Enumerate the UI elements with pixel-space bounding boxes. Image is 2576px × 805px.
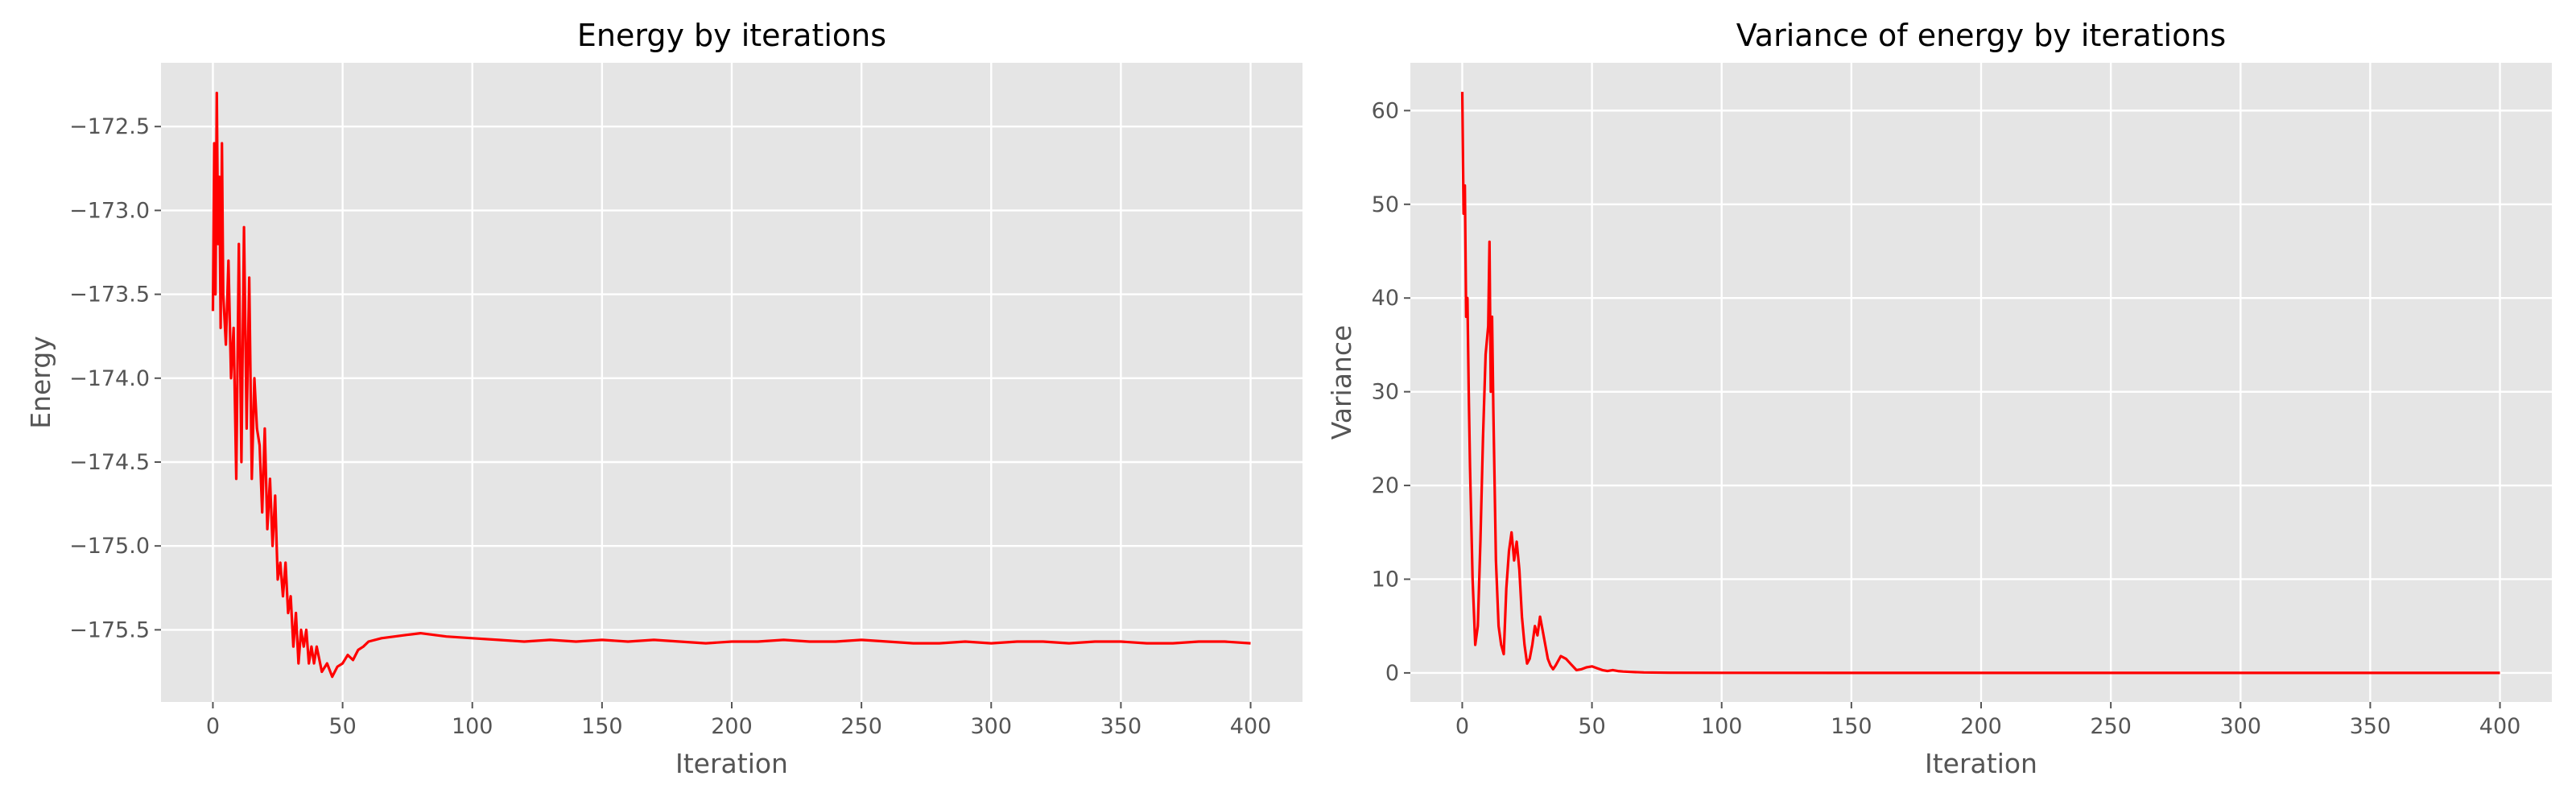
energy-chart: 0 50 100 150 200 250 300 350 400 −175.5 −175.0 −174… <box>25 18 1302 779</box>
energy-y-tick-label: −173.5 <box>69 283 150 308</box>
variance-y-tick-label: 50 <box>1372 192 1399 217</box>
variance-x-tick-label: 0 <box>1455 714 1469 739</box>
energy-y-tick-label: −172.5 <box>69 114 150 139</box>
variance-x-tick-label: 100 <box>1701 714 1743 739</box>
energy-y-tick-label: −173.0 <box>69 198 150 223</box>
energy-y-tick-label: −175.0 <box>69 534 150 559</box>
energy-x-tick-label: 300 <box>970 714 1012 739</box>
energy-series <box>211 91 1251 679</box>
variance-ticks: 0 50 100 150 200 250 300 350 400 0 10 20 30 40 50 60 <box>1372 98 2521 739</box>
variance-x-tick-label: 50 <box>1578 714 1605 739</box>
variance-x-tick-label: 200 <box>1960 714 2002 739</box>
energy-x-tick-label: 100 <box>452 714 493 739</box>
variance-chart: 0 50 100 150 200 250 300 350 400 0 10 20 30 40 50 60 Va… <box>1326 18 2552 779</box>
variance-x-axis-label: Iteration <box>1925 748 2037 779</box>
variance-x-tick-label: 300 <box>2219 714 2261 739</box>
variance-y-tick-label: 40 <box>1372 286 1399 311</box>
energy-x-axis-label: Iteration <box>675 748 788 779</box>
variance-y-tick-label: 20 <box>1372 473 1399 498</box>
energy-chart-title: Energy by iterations <box>577 18 886 53</box>
variance-y-axis-label: Variance <box>1326 325 1357 440</box>
variance-y-tick-label: 30 <box>1372 380 1399 405</box>
variance-chart-title: Variance of energy by iterations <box>1736 18 2226 53</box>
energy-x-tick-label: 200 <box>711 714 753 739</box>
variance-y-tick-label: 0 <box>1385 661 1399 686</box>
energy-y-tick-label: −175.5 <box>69 617 150 642</box>
energy-x-tick-label: 350 <box>1100 714 1142 739</box>
variance-x-tick-label: 350 <box>2350 714 2392 739</box>
energy-y-tick-label: −174.0 <box>69 366 150 391</box>
energy-ticks: 0 50 100 150 200 250 300 350 400 −175.5 −175.0 −174… <box>69 114 1271 739</box>
energy-y-axis-label: Energy <box>25 336 56 429</box>
variance-x-tick-label: 150 <box>1831 714 1872 739</box>
variance-series <box>1460 92 2500 675</box>
variance-y-tick-label: 60 <box>1372 98 1399 123</box>
energy-x-tick-label: 400 <box>1230 714 1272 739</box>
energy-y-tick-label: −174.5 <box>69 450 150 475</box>
energy-x-tick-label: 150 <box>581 714 623 739</box>
variance-y-tick-label: 10 <box>1372 567 1399 592</box>
energy-x-tick-label: 0 <box>206 714 220 739</box>
energy-series-line <box>211 91 1251 679</box>
variance-x-tick-label: 250 <box>2090 714 2132 739</box>
variance-series-line <box>1460 92 2500 675</box>
energy-x-tick-label: 50 <box>328 714 356 739</box>
energy-grid <box>161 63 1302 702</box>
energy-x-tick-label: 250 <box>840 714 882 739</box>
variance-x-tick-label: 400 <box>2479 714 2521 739</box>
